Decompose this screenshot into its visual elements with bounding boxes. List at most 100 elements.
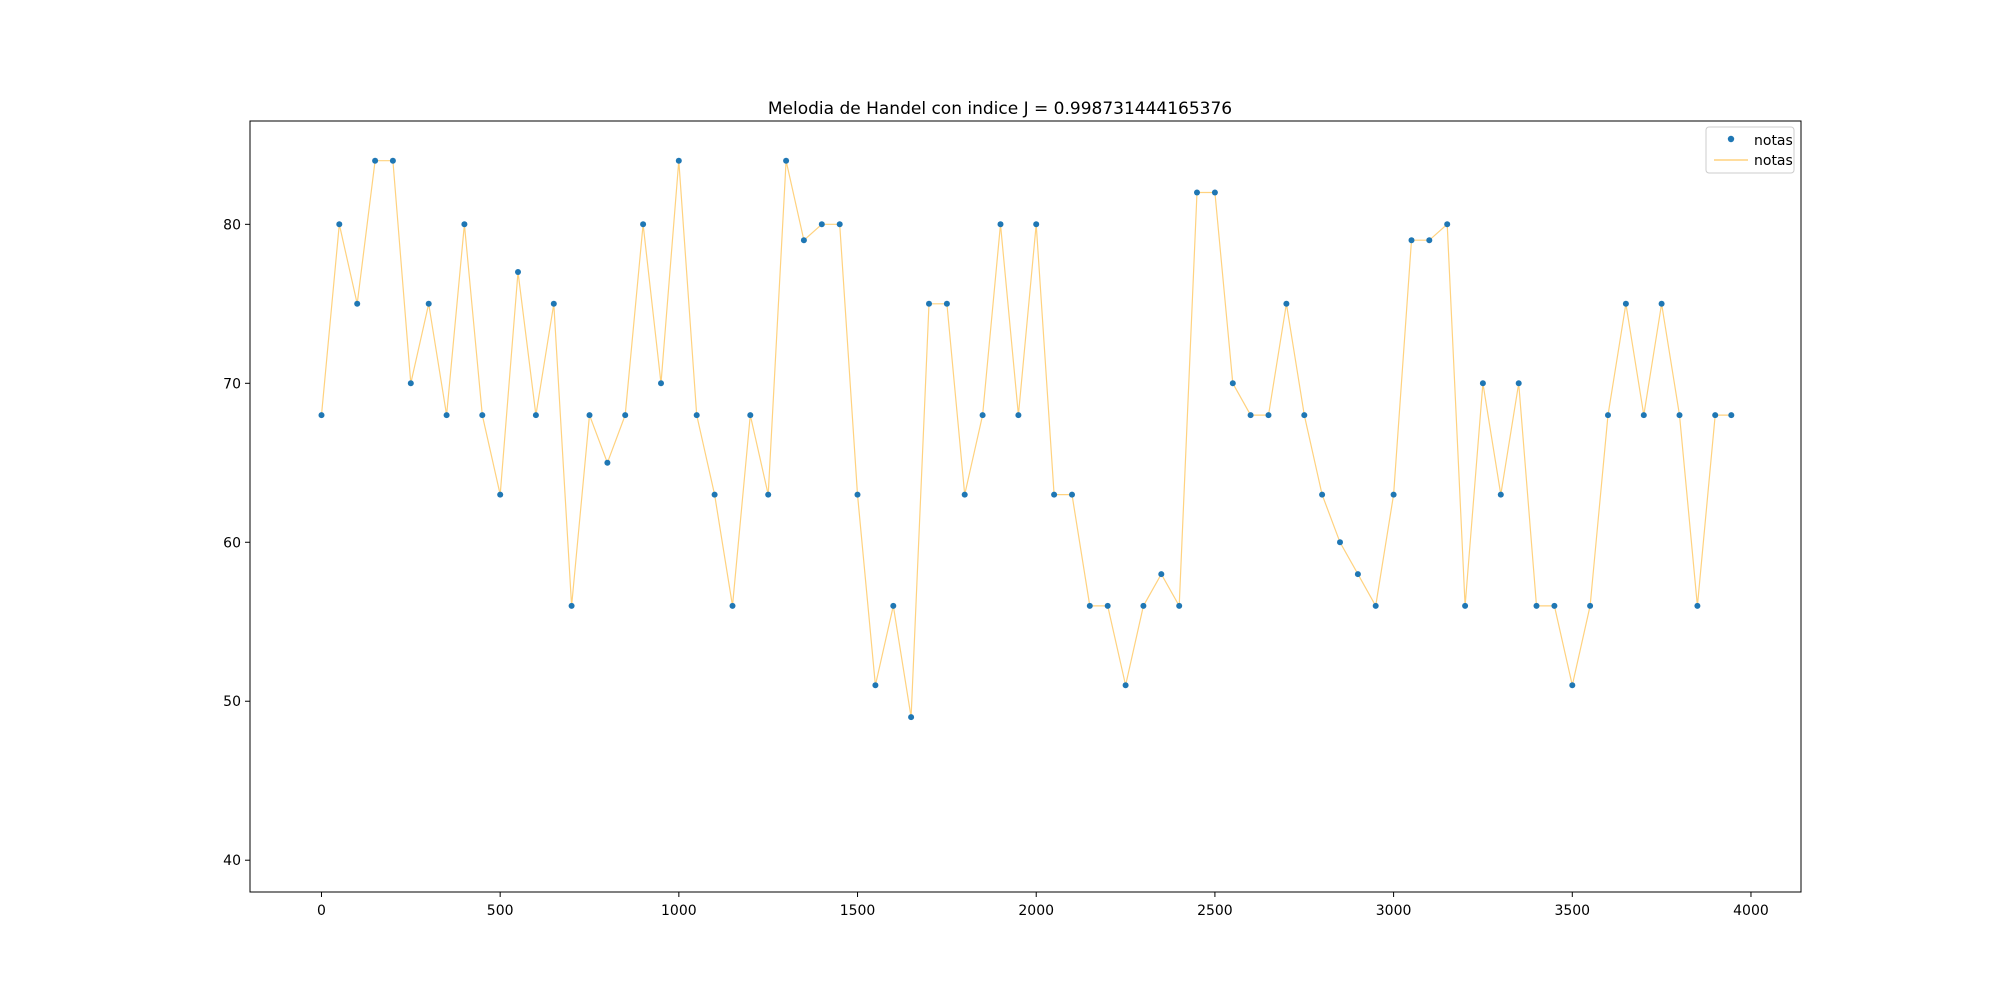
data-point (1086, 602, 1093, 609)
data-point (1676, 412, 1683, 419)
data-point (1122, 682, 1129, 689)
data-point (908, 714, 915, 721)
data-point (818, 221, 825, 228)
data-point (1444, 221, 1451, 228)
x-tick-label: 2000 (1018, 903, 1054, 919)
legend-marker-points (1727, 135, 1735, 143)
x-tick-label: 3000 (1376, 903, 1412, 919)
data-point (1426, 237, 1433, 244)
data-point (926, 300, 932, 307)
data-point (1658, 300, 1665, 307)
data-point (1301, 412, 1308, 419)
data-point (1408, 237, 1415, 244)
y-tick-label: 70 (223, 376, 241, 392)
data-point (1497, 491, 1504, 498)
legend-label-line: notas (1754, 153, 1793, 169)
series-line-layer (320, 160, 1732, 718)
data-point (443, 412, 450, 419)
data-point (1158, 571, 1165, 578)
data-point (532, 412, 539, 419)
data-point (1551, 602, 1558, 609)
plot-area (249, 120, 1802, 893)
data-point (1462, 602, 1469, 609)
data-point (1515, 380, 1522, 387)
data-point (1051, 491, 1058, 498)
data-point (1479, 380, 1486, 387)
chart-title: Melodia de Handel con indice J = 0.99873… (768, 99, 1232, 119)
data-point (1211, 189, 1218, 196)
data-point (497, 491, 504, 498)
x-tick-label: 500 (487, 903, 514, 919)
data-point (461, 221, 468, 228)
data-point (1372, 602, 1379, 609)
data-point (1265, 412, 1272, 419)
x-tick-label: 3500 (1554, 903, 1590, 919)
data-point (1694, 602, 1701, 609)
data-point (1069, 491, 1075, 498)
data-point (640, 221, 647, 228)
data-point (1622, 300, 1629, 307)
x-tick-label: 1000 (661, 903, 697, 919)
data-point (407, 380, 414, 387)
data-point (943, 300, 950, 307)
data-point (372, 157, 379, 164)
legend-label-points: notas (1754, 133, 1793, 149)
data-point (318, 412, 325, 419)
x-tick-label: 2500 (1197, 903, 1233, 919)
data-point (1033, 221, 1040, 228)
legend: notas notas (1705, 126, 1795, 174)
data-point (729, 602, 736, 609)
data-point (765, 491, 772, 498)
data-point (872, 682, 879, 689)
data-point (425, 300, 432, 307)
data-point (890, 602, 897, 609)
data-point (1390, 491, 1397, 498)
data-point (479, 412, 486, 419)
y-tick-label: 50 (223, 694, 241, 710)
x-tick-label: 1500 (840, 903, 876, 919)
data-point (711, 491, 718, 498)
y-tick-label: 80 (223, 217, 241, 233)
data-point (568, 602, 575, 609)
data-point (1337, 539, 1343, 546)
y-tick-label: 40 (223, 853, 241, 869)
data-point (622, 412, 629, 419)
data-point (783, 157, 790, 164)
x-tick-label: 0 (317, 903, 326, 919)
data-point (1587, 602, 1594, 609)
data-point (1229, 380, 1236, 387)
plot-background (250, 121, 1801, 892)
series-line (320, 160, 1732, 718)
x-axis: 0 500 1000 1500 2000 2500 3000 3500 4000 (317, 892, 1769, 919)
data-point (389, 157, 396, 164)
x-tick-label: 4000 (1733, 903, 1769, 919)
y-axis: 40 50 60 70 80 (223, 217, 250, 869)
data-point (1728, 412, 1735, 419)
data-point (604, 459, 611, 466)
data-point (1176, 602, 1183, 609)
data-point (1140, 602, 1147, 609)
data-point (354, 300, 361, 307)
data-point (675, 157, 682, 164)
data-point (1354, 571, 1361, 578)
data-point (1104, 602, 1111, 609)
y-tick-label: 60 (223, 535, 241, 551)
data-point (586, 412, 593, 419)
data-point (515, 269, 521, 275)
data-point (1194, 189, 1200, 196)
series-points-layer (318, 157, 1735, 721)
data-point (747, 412, 754, 419)
data-point (1283, 300, 1290, 307)
data-point (658, 380, 664, 387)
data-point (979, 412, 986, 419)
data-point (1640, 412, 1647, 419)
data-point (1015, 412, 1022, 419)
data-point (550, 300, 557, 307)
data-point (1247, 412, 1254, 419)
data-point (1712, 412, 1719, 419)
data-point (1605, 412, 1611, 419)
data-point (854, 491, 861, 498)
data-point (1569, 682, 1576, 689)
data-point (836, 221, 843, 228)
